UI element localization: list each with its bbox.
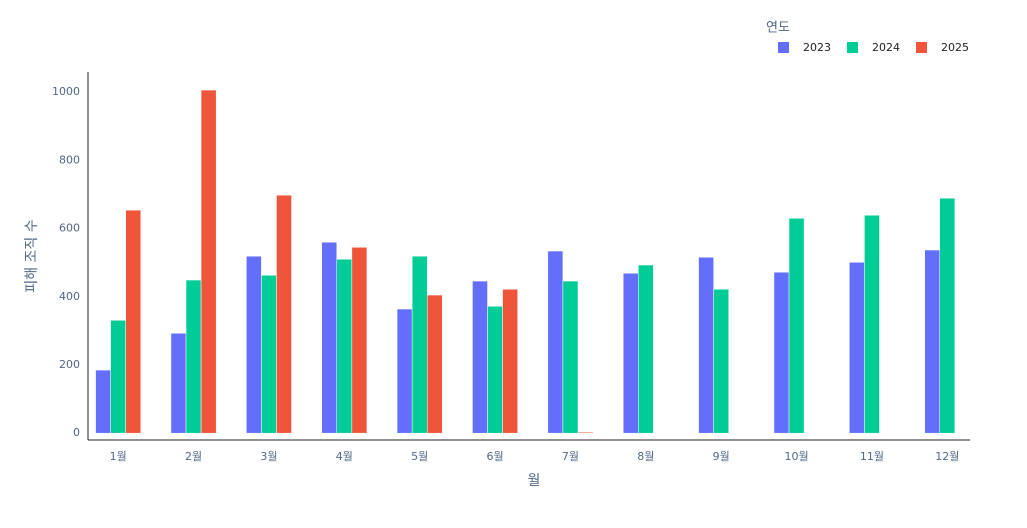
legend-swatch xyxy=(778,42,789,53)
bar xyxy=(110,320,126,434)
bar xyxy=(924,249,941,434)
bar xyxy=(698,256,714,434)
bar xyxy=(276,194,292,434)
bar xyxy=(321,241,338,434)
y-axis-title: 피해 조직 수 xyxy=(24,219,40,292)
bar xyxy=(125,209,142,434)
bar xyxy=(713,289,729,434)
bar xyxy=(170,332,187,434)
x-tick-label: 12월 xyxy=(935,450,959,463)
bar xyxy=(200,89,217,434)
x-tick-label: 6월 xyxy=(487,450,504,463)
y-tick-label: 400 xyxy=(59,290,80,303)
x-tick-label: 8월 xyxy=(637,450,654,463)
bar xyxy=(577,431,594,434)
bar xyxy=(246,255,262,434)
x-tick-label: 9월 xyxy=(713,450,730,463)
x-tick-label: 3월 xyxy=(260,450,277,463)
legend-label: 2024 xyxy=(872,41,900,54)
bar xyxy=(95,369,111,434)
legend-label: 2025 xyxy=(941,41,969,54)
bar xyxy=(939,197,956,434)
bar xyxy=(622,272,639,434)
legend-label: 2023 xyxy=(803,41,831,54)
bar xyxy=(336,258,353,434)
bar xyxy=(396,308,413,434)
bar xyxy=(502,289,518,434)
y-tick-label: 600 xyxy=(59,222,80,235)
y-tick-label: 0 xyxy=(73,426,80,439)
y-tick-label: 200 xyxy=(59,358,80,371)
bar xyxy=(638,264,654,434)
bar xyxy=(411,255,428,434)
legend-title: 연도 xyxy=(766,21,790,36)
bar xyxy=(351,247,368,434)
x-tick-label: 11월 xyxy=(860,450,884,463)
bar xyxy=(487,306,503,434)
y-tick-label: 800 xyxy=(59,153,80,166)
bar xyxy=(261,275,277,434)
legend-swatch xyxy=(847,42,858,53)
x-tick-label: 4월 xyxy=(336,450,353,463)
bar xyxy=(472,280,488,434)
legend-swatch xyxy=(916,42,927,53)
x-tick-label: 1월 xyxy=(110,450,127,463)
bar xyxy=(547,250,564,434)
bar xyxy=(773,271,790,434)
bar xyxy=(562,280,579,434)
x-axis-title: 월 xyxy=(528,473,541,489)
bar xyxy=(788,218,805,434)
bar xyxy=(849,262,865,434)
bar xyxy=(426,294,443,434)
x-tick-label: 2월 xyxy=(185,450,202,463)
bar xyxy=(864,214,880,434)
x-tick-label: 7월 xyxy=(562,450,579,463)
y-tick-label: 1000 xyxy=(52,85,80,98)
x-tick-label: 5월 xyxy=(411,450,428,463)
bar xyxy=(185,279,202,434)
x-tick-label: 10월 xyxy=(785,450,809,463)
